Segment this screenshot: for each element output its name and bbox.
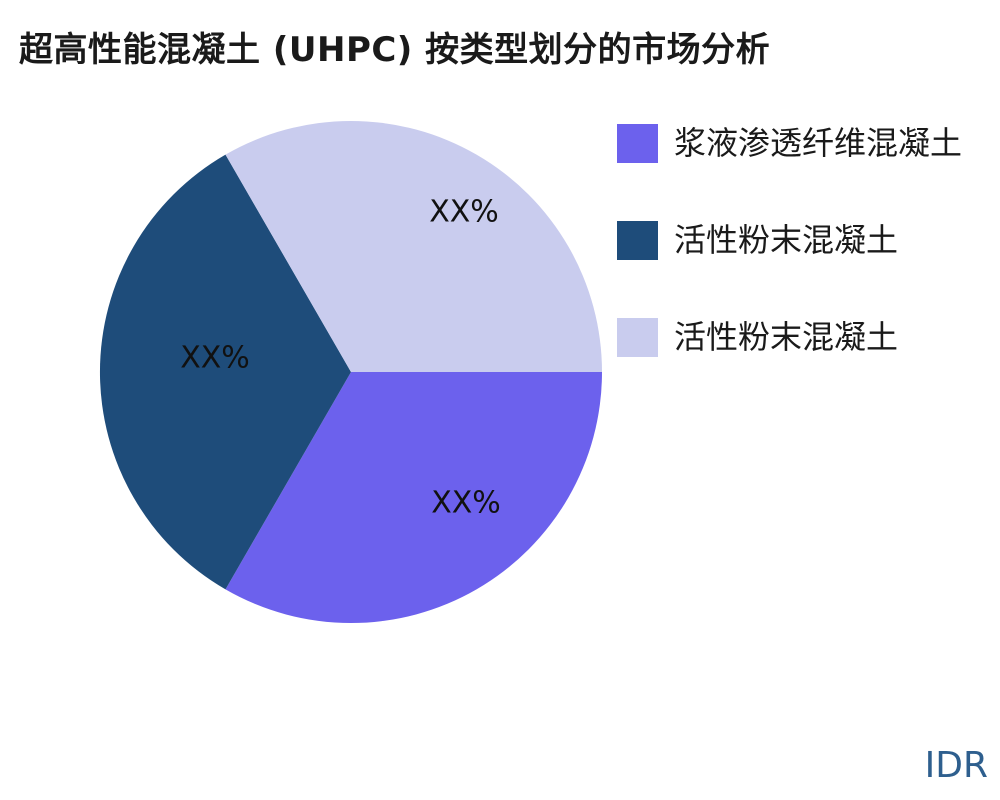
chart-title: 超高性能混凝土 (UHPC) 按类型划分的市场分析: [19, 30, 771, 70]
legend-swatch: [617, 123, 658, 163]
legend-item-reactive-powder-concrete-light: 活性粉末混凝土: [617, 317, 962, 357]
legend-item-reactive-powder-concrete: 活性粉末混凝土: [617, 220, 962, 260]
pie-slice-reactive-powder-concrete: [99, 154, 352, 590]
legend-item-slurry-infiltrated-fiber-concrete: 浆液渗透纤维混凝土: [617, 123, 962, 163]
legend-swatch: [617, 220, 658, 260]
legend: 浆液渗透纤维混凝土 活性粉末混凝土 活性粉末混凝土: [617, 123, 962, 414]
pie-slice-reactive-powder-concrete-light: [225, 120, 602, 372]
legend-label: 浆液渗透纤维混凝土: [674, 124, 963, 162]
slice-data-label-navy: XX%: [180, 341, 250, 376]
legend-swatch: [617, 317, 658, 357]
legend-label: 活性粉末混凝土: [674, 318, 899, 356]
slice-data-label-purple: XX%: [431, 486, 501, 521]
pie-slice-slurry-infiltrated-fiber-concrete: [225, 372, 602, 624]
slice-data-label-lavender: XX%: [429, 195, 499, 230]
watermark-idr: IDR: [924, 745, 988, 786]
legend-label: 活性粉末混凝土: [674, 221, 899, 259]
